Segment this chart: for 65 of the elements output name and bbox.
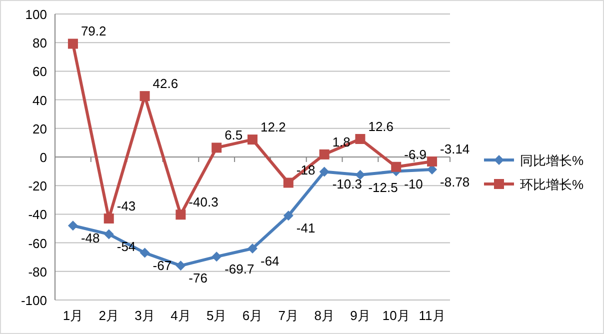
data-label: -54	[116, 239, 136, 254]
x-tick-label: 1月	[62, 308, 84, 323]
y-tick-label: 80	[32, 36, 47, 51]
point	[355, 134, 366, 144]
legend-label: 环比增长%	[520, 177, 584, 192]
x-tick-label: 4月	[170, 308, 191, 323]
data-label: -43	[116, 198, 136, 214]
data-label: 1.8	[332, 134, 350, 150]
y-tick-label: -40	[28, 207, 47, 222]
y-tick-label: 0	[40, 150, 47, 165]
data-label: -64	[260, 254, 280, 269]
point	[427, 156, 438, 166]
point	[283, 178, 294, 188]
data-label: 79.2	[80, 24, 106, 39]
data-label: -76	[188, 270, 208, 286]
data-label: -40.3	[188, 194, 218, 210]
data-label: 12.6	[368, 118, 394, 134]
point	[104, 213, 114, 224]
data-label: 6.5	[224, 128, 243, 143]
x-tick-label: 5月	[206, 308, 227, 323]
data-label: -41	[296, 220, 316, 236]
point	[319, 149, 330, 160]
point	[248, 244, 258, 254]
y-tick-label: -100	[20, 293, 47, 308]
y-tick-label: -60	[28, 236, 47, 251]
y-tick-label: 100	[25, 7, 47, 22]
data-label: -69.7	[224, 262, 254, 277]
point	[104, 229, 114, 240]
y-tick-label: 60	[32, 64, 47, 80]
point	[140, 248, 150, 258]
point	[391, 162, 402, 172]
y-tick-label: -20	[28, 178, 47, 194]
data-label: -8.78	[440, 174, 470, 190]
x-tick-label: 11月	[418, 308, 446, 323]
point	[176, 210, 186, 220]
data-label: -3.14	[440, 141, 470, 156]
y-tick-label: -80	[28, 264, 47, 280]
data-label: -10.3	[332, 176, 362, 192]
legend-label: 同比增长%	[520, 153, 584, 168]
data-label: -48	[80, 230, 100, 246]
point	[68, 38, 78, 49]
data-label: -67	[152, 258, 172, 273]
y-tick-label: 20	[32, 121, 47, 136]
data-label: 42.6	[152, 76, 178, 92]
data-label: 12.2	[260, 120, 286, 135]
point	[212, 252, 222, 262]
x-tick-label: 7月	[278, 308, 299, 323]
point	[248, 134, 258, 145]
point	[283, 210, 294, 221]
point	[355, 170, 366, 180]
point	[176, 260, 186, 271]
point	[212, 142, 222, 153]
x-tick-label: 2月	[98, 308, 119, 323]
x-tick-label: 8月	[314, 308, 334, 323]
x-tick-label: 9月	[350, 308, 370, 323]
x-tick-label: 3月	[134, 308, 155, 323]
point	[140, 91, 150, 102]
data-label: -12.5	[368, 180, 398, 195]
data-label: -6.9	[404, 146, 427, 162]
data-label: -10	[404, 176, 423, 192]
y-tick-label: 40	[32, 92, 47, 108]
x-tick-label: 6月	[242, 308, 263, 323]
x-tick-label: 10月	[382, 308, 410, 323]
point	[68, 220, 78, 231]
point	[319, 166, 330, 177]
